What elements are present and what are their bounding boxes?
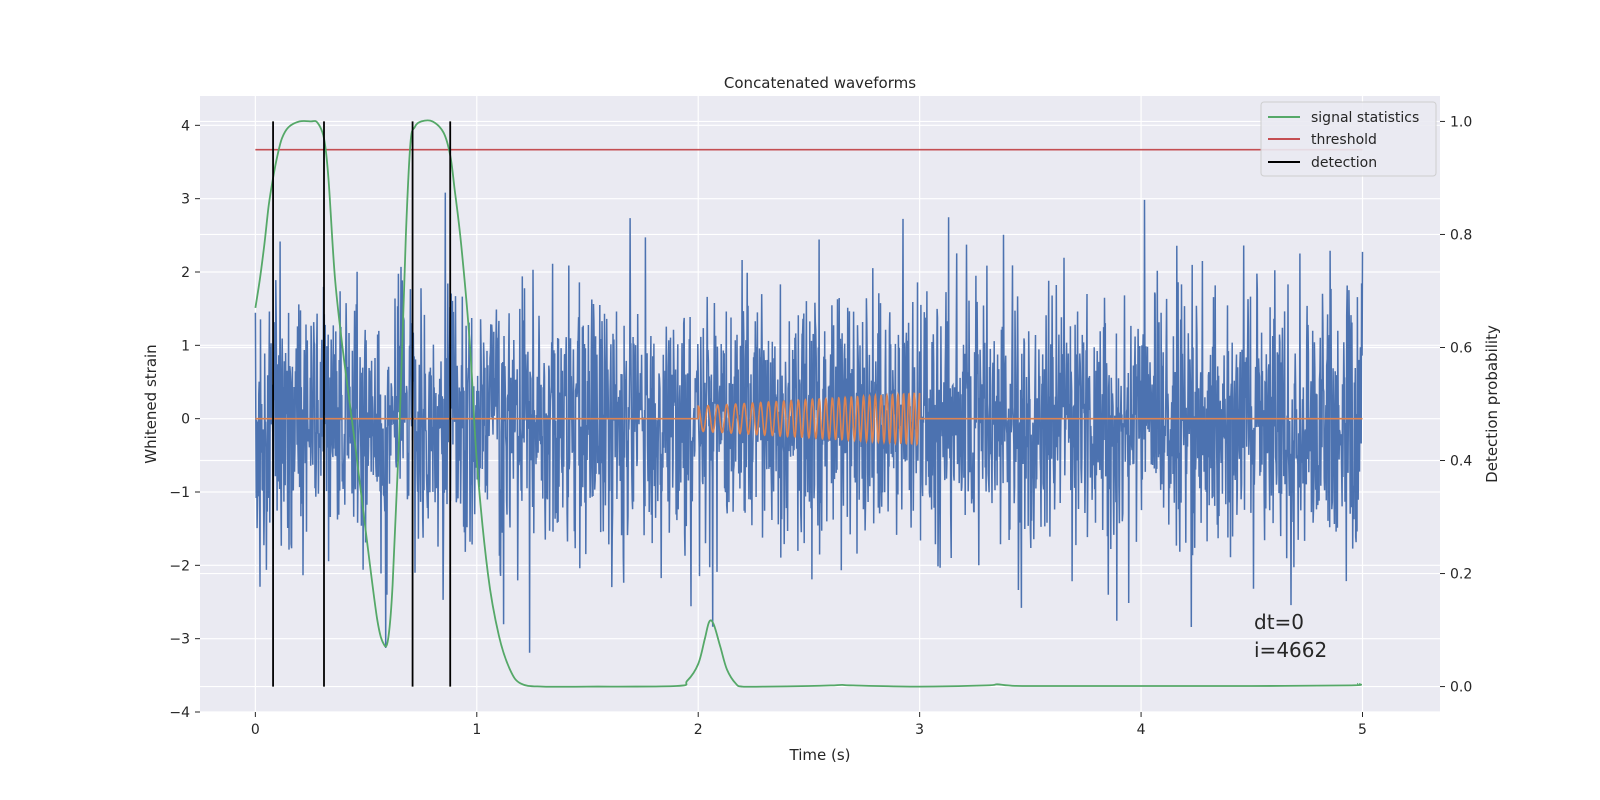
y2-tick-label: 0.2 xyxy=(1450,567,1472,583)
y-tick-label: 0 xyxy=(181,412,190,428)
y2-tick-label: 0.0 xyxy=(1450,680,1472,696)
y-tick-label: 2 xyxy=(181,265,190,281)
y-tick-label: 1 xyxy=(181,338,190,354)
legend-label-detection: detection xyxy=(1311,155,1377,171)
y2-tick-label: 0.4 xyxy=(1450,454,1472,470)
x-tick-label: 4 xyxy=(1137,722,1146,738)
y-tick-label: 4 xyxy=(181,118,190,134)
legend-box xyxy=(1260,101,1437,177)
y-tick-label: −2 xyxy=(169,558,190,574)
y2-tick-label: 0.6 xyxy=(1450,340,1472,356)
x-tick-label: 5 xyxy=(1358,722,1367,738)
y-tick-label: −3 xyxy=(169,632,190,648)
annotation-index: i=4662 xyxy=(1254,638,1327,662)
series-layer xyxy=(254,119,1364,688)
y-tick-label: 3 xyxy=(181,192,190,208)
x-tick-label: 3 xyxy=(915,722,924,738)
annotation-dt: dt=0 xyxy=(1254,610,1304,634)
series-noise-line xyxy=(254,192,1364,653)
y-tick-label: −1 xyxy=(169,485,190,501)
legend-label-threshold: threshold xyxy=(1311,132,1377,148)
chart-title: Concatenated waveforms xyxy=(724,74,916,92)
x-tick-label: 1 xyxy=(472,722,481,738)
y-tick-label: −4 xyxy=(169,705,190,721)
x-tick-label: 0 xyxy=(251,722,260,738)
y2-axis-label: Detection probability xyxy=(1483,325,1501,483)
series-injection-line xyxy=(255,391,1363,447)
x-axis-label: Time (s) xyxy=(789,746,851,764)
legend: signal statistics threshold detection xyxy=(1260,101,1437,177)
legend-label-signal-statistics: signal statistics xyxy=(1311,110,1419,126)
y-axis-label: Whitened strain xyxy=(142,344,160,463)
x-tick-label: 2 xyxy=(694,722,703,738)
ticks-layer: 0 1 2 3 4 5 −4 −3 −2 −1 0 1 2 3 4 0.0 0.2 0.4 0.6 0.8 1.0 xyxy=(169,114,1472,738)
y2-tick-label: 1.0 xyxy=(1450,114,1472,130)
y2-tick-label: 0.8 xyxy=(1450,227,1472,243)
